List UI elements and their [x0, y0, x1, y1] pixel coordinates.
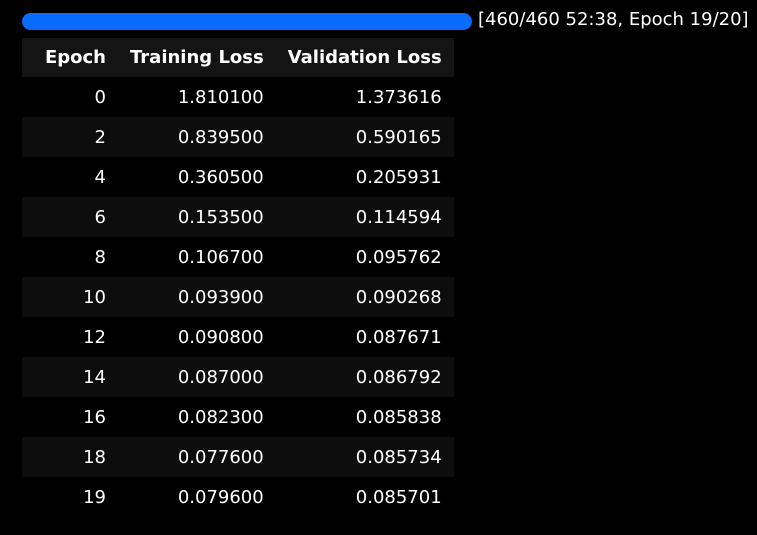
cell-training-loss: 0.079600: [177, 486, 264, 508]
cell-training-loss: 0.077600: [177, 446, 264, 468]
column-header-epoch: Epoch: [22, 38, 118, 77]
cell-validation-loss: 0.085734: [355, 446, 442, 468]
progress-status-text: [460/460 52:38, Epoch 19/20]: [478, 9, 749, 30]
table-header-row: Epoch Training Loss Validation Loss: [22, 38, 454, 77]
cell-validation-loss: 0.085838: [355, 406, 442, 428]
training-log-table: Epoch Training Loss Validation Loss 0 1.…: [22, 38, 454, 517]
cell-training-loss: 0.106700: [177, 246, 264, 268]
cell-training-loss: 0.087000: [177, 366, 264, 388]
cell-validation-loss: 0.114594: [355, 206, 442, 228]
table-row: 16 0.082300 0.085838: [22, 397, 454, 437]
cell-epoch: 19: [83, 486, 106, 508]
cell-training-loss: 1.810100: [177, 86, 264, 108]
cell-validation-loss: 0.095762: [355, 246, 442, 268]
cell-epoch: 16: [83, 406, 106, 428]
cell-epoch: 0: [94, 86, 106, 108]
cell-validation-loss: 0.086792: [355, 366, 442, 388]
cell-training-loss: 0.360500: [177, 166, 264, 188]
cell-epoch: 10: [83, 286, 106, 308]
cell-epoch: 8: [94, 246, 106, 268]
cell-validation-loss: 0.087671: [355, 326, 442, 348]
cell-epoch: 4: [94, 166, 106, 188]
cell-epoch: 18: [83, 446, 106, 468]
cell-training-loss: 0.093900: [177, 286, 264, 308]
column-header-validation-loss: Validation Loss: [275, 38, 454, 77]
table-row: 12 0.090800 0.087671: [22, 317, 454, 357]
cell-epoch: 14: [83, 366, 106, 388]
cell-validation-loss: 0.590165: [355, 126, 442, 148]
cell-validation-loss: 0.085701: [355, 486, 442, 508]
cell-validation-loss: 0.090268: [355, 286, 442, 308]
column-header-training-loss: Training Loss: [118, 38, 276, 77]
cell-epoch: 2: [94, 126, 106, 148]
progress-fill: [22, 13, 472, 30]
cell-training-loss: 0.090800: [177, 326, 264, 348]
cell-training-loss: 0.153500: [177, 206, 264, 228]
table-row: 19 0.079600 0.085701: [22, 477, 454, 517]
training-progress-bar: [22, 13, 472, 30]
table-row: 8 0.106700 0.095762: [22, 237, 454, 277]
cell-training-loss: 0.082300: [177, 406, 264, 428]
cell-epoch: 12: [83, 326, 106, 348]
cell-epoch: 6: [94, 206, 106, 228]
table-row: 0 1.810100 1.373616: [22, 77, 454, 117]
table-row: 10 0.093900 0.090268: [22, 277, 454, 317]
table-row: 2 0.839500 0.590165: [22, 117, 454, 157]
table-row: 6 0.153500 0.114594: [22, 197, 454, 237]
cell-training-loss: 0.839500: [177, 126, 264, 148]
cell-validation-loss: 1.373616: [355, 86, 442, 108]
table-row: 14 0.087000 0.086792: [22, 357, 454, 397]
table-row: 4 0.360500 0.205931: [22, 157, 454, 197]
cell-validation-loss: 0.205931: [355, 166, 442, 188]
table-row: 18 0.077600 0.085734: [22, 437, 454, 477]
